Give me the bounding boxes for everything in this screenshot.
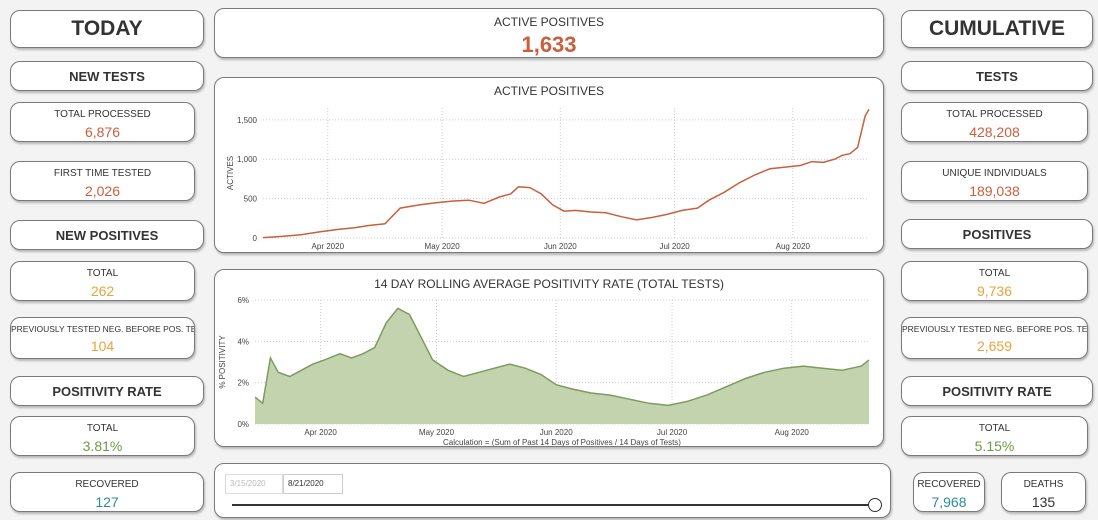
kpi-value: 2,659	[976, 338, 1013, 354]
kpi-value: 189,038	[969, 183, 1020, 199]
y-tick-label: 6%	[237, 296, 249, 305]
cum-unique-card: UNIQUE INDIVIDUALS 189,038	[901, 161, 1088, 201]
cumulative-title-text: CUMULATIVE	[928, 17, 1066, 40]
kpi-label: PREVIOUSLY TESTED NEG. BEFORE POS. TEST	[902, 324, 1087, 334]
cum-deaths-card: DEATHS 135	[1001, 472, 1086, 512]
active-positives-svg: 0 500 1,000 1,500 Apr 2020 May 2020 Jun 2020 Ju…	[226, 108, 870, 251]
y-axis-label: ACTIVES	[226, 156, 235, 190]
kpi-label: TOTAL PROCESSED	[54, 109, 151, 120]
today-positivity-total-card: TOTAL 3.81%	[10, 416, 195, 456]
x-tick-label: Jul 2020	[657, 428, 688, 437]
kpi-value: 262	[90, 283, 115, 299]
today-title: TODAY	[10, 10, 204, 48]
series-line	[254, 307, 870, 407]
x-tick-label: Jun 2020	[540, 428, 573, 437]
kpi-label: TOTAL	[86, 268, 119, 279]
x-tick-label: Aug 2020	[776, 242, 811, 251]
y-tick-label: 2%	[237, 379, 249, 388]
kpi-label: RECOVERED	[917, 479, 981, 490]
cum-prev-tested-card: PREVIOUSLY TESTED NEG. BEFORE POS. TEST …	[901, 317, 1088, 359]
today-first-time-card: FIRST TIME TESTED 2,026	[10, 161, 195, 201]
positives-header: POSITIVES	[901, 219, 1093, 249]
y-tick-label: 1,500	[237, 116, 258, 125]
series-line	[262, 108, 870, 239]
kpi-value: 3.81%	[82, 438, 123, 454]
today-positivity-header-text: POSITIVITY RATE	[52, 383, 162, 399]
kpi-value: 127	[95, 494, 119, 510]
chart2-title: 14 DAY ROLLING AVERAGE POSITIVITY RATE (…	[374, 277, 724, 291]
y-tick-label: 500	[244, 195, 258, 204]
x-tick-label: Apr 2020	[312, 242, 345, 251]
x-tick-label: May 2020	[425, 242, 461, 251]
new-positives-header-text: NEW POSITIVES	[55, 227, 159, 243]
today-prev-tested-card: PREVIOUSLY TESTED NEG. BEFORE POS. TEST …	[10, 317, 195, 359]
cum-positivity-header-text: POSITIVITY RATE	[942, 383, 1052, 399]
y-tick-label: 4%	[237, 337, 249, 346]
cum-recovered-card: RECOVERED 7,968	[913, 472, 985, 512]
kpi-label: TOTAL	[86, 423, 119, 434]
kpi-value: 7,968	[931, 494, 967, 510]
cum-positivity-total-card: TOTAL 5.15%	[901, 416, 1088, 456]
kpi-label: FIRST TIME TESTED	[53, 168, 152, 179]
y-tick-label: 1,000	[237, 155, 258, 164]
kpi-value: 5.15%	[974, 438, 1015, 454]
new-positives-header: NEW POSITIVES	[10, 220, 204, 250]
x-tick-label: Jun 2020	[544, 242, 577, 251]
kpi-label: TOTAL PROCESSED	[946, 109, 1043, 120]
kpi-value: 6,876	[84, 124, 121, 140]
y-axis-label: % POSITIVITY	[218, 335, 227, 389]
cum-positives-total-card: TOTAL 9,736	[901, 261, 1088, 301]
kpi-value: 428,208	[969, 124, 1020, 140]
y-tick-label: 0	[253, 234, 258, 243]
positives-header-text: POSITIVES	[962, 226, 1032, 242]
kpi-value: 2,026	[84, 183, 121, 199]
chart1-title: ACTIVE POSITIVES	[493, 84, 605, 98]
cum-positivity-header: POSITIVITY RATE	[901, 376, 1093, 406]
active-positives-label: ACTIVE POSITIVES	[493, 15, 605, 29]
new-tests-header-text: NEW TESTS	[69, 68, 145, 84]
today-total-processed-card: TOTAL PROCESSED 6,876	[10, 102, 195, 142]
kpi-label: TOTAL	[978, 268, 1011, 279]
cumulative-title: CUMULATIVE	[901, 10, 1093, 48]
kpi-label: UNIQUE INDIVIDUALS	[942, 168, 1047, 179]
date-slider-card: 3/15/2020 8/21/2020	[214, 463, 891, 518]
kpi-value: 9,736	[976, 283, 1013, 299]
tests-header-text: TESTS	[976, 68, 1018, 84]
x-tick-label: Apr 2020	[304, 428, 337, 437]
slider-start-input[interactable]: 3/15/2020	[225, 474, 283, 494]
kpi-value: 104	[90, 338, 115, 354]
y-tick-label: 0%	[237, 420, 249, 429]
today-positivity-header: POSITIVITY RATE	[10, 376, 204, 406]
today-recovered-card: RECOVERED 127	[10, 472, 204, 512]
kpi-label: PREVIOUSLY TESTED NEG. BEFORE POS. TEST	[11, 324, 194, 334]
kpi-label: RECOVERED	[75, 479, 139, 490]
positivity-rate-svg: 0% 2% 4% 6% Apr 2020 May 2020 Jun 2020 Jul 2020…	[218, 296, 870, 446]
x-tick-label: May 2020	[419, 428, 455, 437]
active-positives-card: ACTIVE POSITIVES 1,633	[214, 8, 884, 58]
x-axis-label: Calculation = (Sum of Past 14 Days of Po…	[443, 438, 681, 446]
x-tick-label: Jul 2020	[659, 242, 690, 251]
active-positives-value: 1,633	[521, 32, 577, 57]
active-positives-chart: ACTIVE POSITIVES 0 500 1,000 1,500 Apr 2020 M…	[214, 77, 884, 253]
positivity-rate-chart: 14 DAY ROLLING AVERAGE POSITIVITY RATE (…	[214, 269, 884, 447]
x-tick-label: Aug 2020	[775, 428, 810, 437]
cum-total-processed-card: TOTAL PROCESSED 428,208	[901, 102, 1088, 142]
kpi-label: DEATHS	[1023, 479, 1064, 490]
kpi-label: TOTAL	[978, 423, 1011, 434]
kpi-value: 135	[1031, 494, 1056, 510]
slider-handle[interactable]	[868, 498, 882, 512]
new-tests-header: NEW TESTS	[10, 61, 204, 91]
slider-track[interactable]	[232, 504, 876, 506]
slider-end-input[interactable]: 8/21/2020	[283, 474, 343, 494]
today-positives-total-card: TOTAL 262	[10, 261, 195, 301]
series-area	[255, 308, 869, 424]
tests-header: TESTS	[901, 61, 1093, 91]
today-title-text: TODAY	[71, 17, 143, 40]
